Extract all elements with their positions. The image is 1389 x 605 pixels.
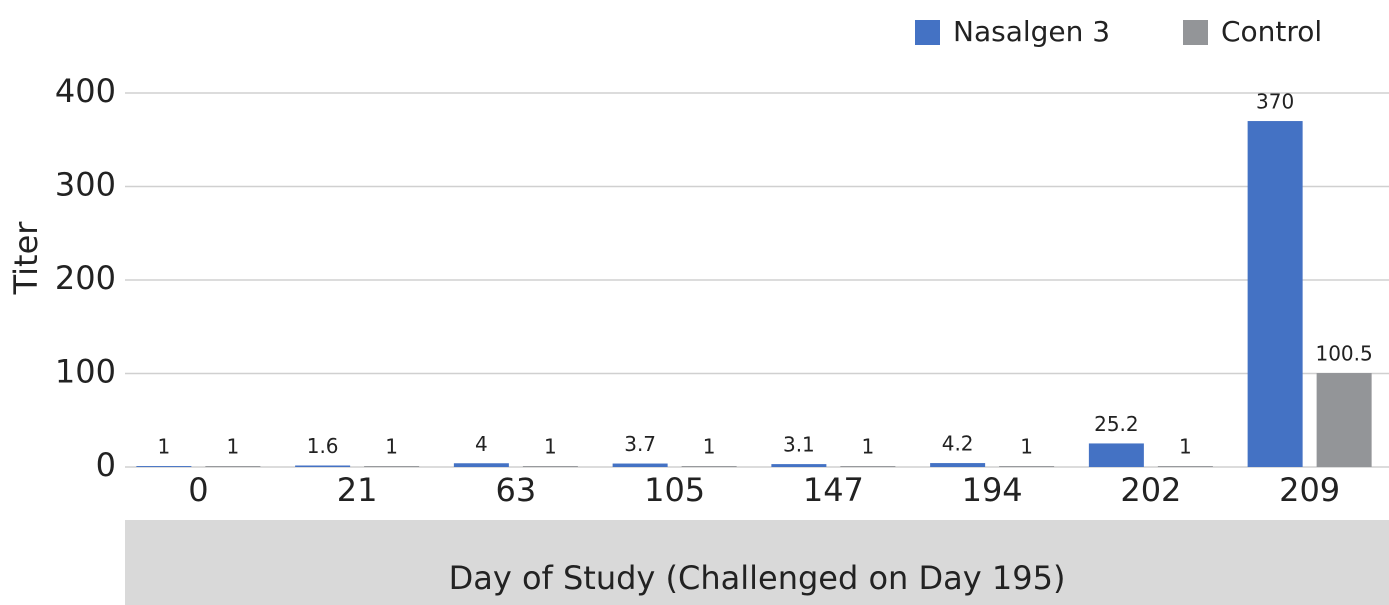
value-label: 1	[227, 435, 240, 459]
legend-swatch	[915, 20, 940, 45]
value-label: 1	[1020, 435, 1033, 459]
legend-swatch	[1183, 20, 1208, 45]
value-label: 4.2	[942, 432, 974, 456]
x-tick-label: 147	[803, 471, 864, 509]
bar	[1316, 373, 1372, 467]
bar	[364, 466, 420, 467]
x-tick-label: 202	[1120, 471, 1181, 509]
bar	[840, 466, 896, 467]
bar	[930, 463, 986, 467]
value-label: 1	[1179, 435, 1192, 459]
legend-label: Nasalgen 3	[953, 15, 1110, 48]
bar	[1157, 466, 1213, 467]
value-label: 100.5	[1315, 342, 1372, 366]
value-label: 1	[158, 435, 171, 459]
value-label: 1	[862, 435, 875, 459]
x-tick-label: 21	[337, 471, 378, 509]
value-label: 370	[1256, 90, 1294, 114]
x-axis-band	[125, 520, 1389, 605]
bar	[453, 463, 509, 467]
bar	[999, 466, 1055, 467]
value-label: 1	[703, 435, 716, 459]
x-tick-label: 209	[1279, 471, 1340, 509]
bar	[136, 466, 192, 467]
y-tick-label: 400	[55, 72, 116, 110]
bar	[205, 466, 261, 467]
value-label: 3.1	[783, 433, 815, 457]
y-axis-title: Titer	[7, 221, 45, 296]
x-tick-label: 0	[188, 471, 208, 509]
value-label: 25.2	[1094, 412, 1139, 436]
bar	[1088, 443, 1144, 467]
bar	[522, 466, 578, 467]
value-label: 1	[544, 435, 557, 459]
legend-label: Control	[1221, 15, 1322, 48]
bar	[1247, 121, 1303, 468]
y-tick-label: 200	[55, 259, 116, 297]
x-axis-title: Day of Study (Challenged on Day 195)	[449, 559, 1066, 597]
value-label: 4	[475, 432, 488, 456]
x-tick-label: 194	[962, 471, 1023, 509]
value-label: 1	[385, 435, 398, 459]
value-label: 1.6	[307, 434, 339, 458]
y-tick-label: 300	[55, 166, 116, 204]
x-tick-label: 105	[644, 471, 705, 509]
bar	[612, 463, 668, 467]
bar	[295, 465, 351, 467]
y-tick-label: 0	[96, 446, 116, 484]
y-tick-label: 100	[55, 353, 116, 391]
x-tick-label: 63	[496, 471, 537, 509]
bar	[771, 464, 827, 467]
bar	[681, 466, 737, 467]
value-label: 3.7	[624, 432, 656, 456]
